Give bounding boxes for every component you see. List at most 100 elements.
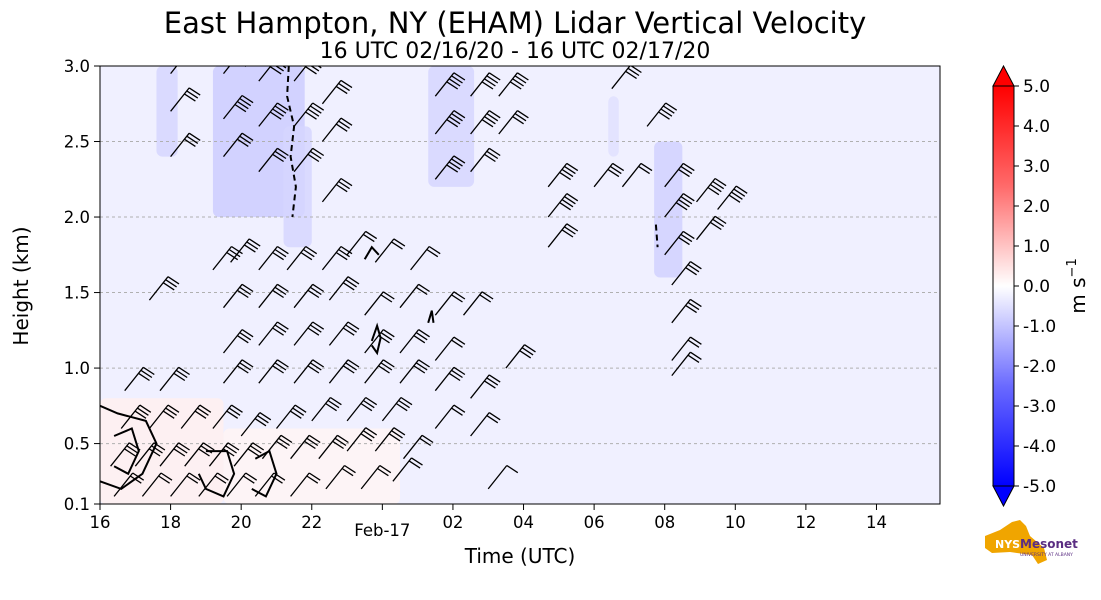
wind-barb-105: [325, 464, 356, 490]
wind-barb-72: [399, 359, 430, 384]
wind-barb-13: [321, 117, 353, 142]
wind-barb-59: [293, 321, 325, 346]
wind-barb-84: [434, 404, 466, 429]
wind-barb-98: [113, 472, 145, 497]
wind-barb-6: [258, 66, 287, 82]
velocity-region-2: [283, 126, 312, 248]
ny-state-icon: [985, 520, 1047, 564]
wind-barb-79: [240, 412, 272, 437]
wind-barb-51: [293, 283, 325, 309]
wind-barb-70: [328, 359, 360, 384]
wind-barb-99: [141, 472, 173, 497]
y-tick-label-1: 0.5: [64, 435, 90, 454]
wind-barb-15: [434, 72, 466, 97]
wind-barb-22: [498, 110, 529, 135]
colorbar-tick-label-6: -1.0: [1023, 317, 1056, 337]
contour-8: [363, 245, 380, 260]
logo-university-text: UNIVERSITY AT ALBANY: [1020, 552, 1073, 558]
wind-barb-12: [321, 79, 353, 105]
contour-1: [654, 224, 659, 248]
contour-0: [286, 66, 297, 218]
nys-mesonet-logo: NYS Mesonet UNIVERSITY AT ALBANY: [985, 520, 1078, 564]
wind-barb-71: [364, 359, 395, 384]
wind-barb-23: [611, 66, 642, 90]
wind-barb-42: [230, 238, 261, 263]
wind-barb-57: [222, 329, 254, 354]
wind-barb-62: [399, 329, 430, 354]
wind-barb-88: [159, 442, 190, 467]
wind-barb-30: [664, 162, 695, 188]
y-tick-label-5: 2.5: [64, 133, 90, 152]
wind-barb-17: [434, 155, 466, 180]
wind-barb-100: [170, 472, 201, 497]
wind-barb-26: [547, 193, 579, 218]
wind-barb-75: [120, 404, 152, 429]
wind-barb-37: [671, 298, 702, 324]
wind-barb-20: [470, 147, 501, 173]
contour-5: [113, 427, 140, 476]
colorbar-tick-label-10: -5.0: [1023, 477, 1056, 497]
contour-4: [100, 404, 158, 491]
wind-barb-106: [360, 464, 392, 490]
x-tick-label-4: Feb-17: [354, 521, 410, 540]
wind-barb-108: [487, 464, 519, 490]
velocity-region-6: [100, 398, 224, 504]
contour-3: [427, 310, 435, 324]
y-tick-label-6: 3.0: [64, 57, 90, 76]
y-tick-label-3: 1.5: [64, 284, 90, 303]
wind-barb-92: [261, 434, 293, 460]
wind-barb-76: [148, 404, 180, 429]
colorbar-tick-label-8: -3.0: [1023, 397, 1056, 417]
wind-barb-2: [170, 132, 201, 158]
colorbar-tick-label-4: 1.0: [1023, 237, 1050, 257]
wind-barb-96: [374, 427, 406, 452]
wind-barb-47: [374, 238, 406, 263]
colorbar: 5.0 4.0 3.0 2.0 1.0 0.0 -1.0 -2.0 -3.0 -4.0 -5.0 m…: [992, 64, 1090, 508]
x-axis-ticks: 16 18 20 22 Feb-17 02 04 06 08 10 12 14: [90, 504, 887, 540]
wind-barb-21: [498, 72, 529, 97]
x-tick-label-10: 12: [795, 513, 816, 532]
wind-barb-16: [434, 110, 466, 135]
wind-barb-5: [222, 132, 254, 158]
wind-barb-54: [399, 283, 430, 309]
wind-barb-102: [226, 472, 258, 497]
wind-barb-60: [328, 321, 360, 346]
wind-barb-11: [293, 147, 325, 173]
wind-barb-103: [254, 472, 286, 497]
wind-barb-31: [664, 193, 695, 218]
velocity-region-3: [428, 66, 475, 187]
wind-barb-41: [212, 245, 243, 271]
wind-barb-10: [293, 102, 325, 127]
wind-barb-107: [392, 457, 423, 482]
colorbar-label: m s−1: [1065, 258, 1090, 313]
y-tick-label-4: 2.0: [64, 208, 90, 227]
wind-barb-9: [293, 66, 322, 82]
colorbar-extend-max: [992, 64, 1015, 87]
wind-barb-77: [180, 404, 212, 429]
wind-barb-48: [410, 245, 441, 271]
wind-barb-74: [470, 374, 501, 399]
wind-barb-33: [695, 177, 727, 203]
colorbar-gradient: [993, 86, 1014, 486]
wind-barb-65: [124, 366, 155, 392]
wind-barb-67: [222, 359, 254, 384]
wind-barb-78: [212, 404, 243, 429]
wind-barb-73: [434, 366, 466, 392]
wind-barb-18: [470, 72, 501, 97]
wind-barb-46: [346, 230, 378, 256]
wind-barb-86: [110, 442, 141, 467]
wind-barb-81: [311, 396, 342, 422]
logo-mesonet-text: Mesonet: [1020, 537, 1078, 551]
wind-barb-53: [364, 291, 395, 316]
y-tick-label-0: 0.1: [64, 495, 90, 514]
wind-barb-1: [170, 87, 201, 112]
contours: [100, 66, 659, 498]
x-tick-label-8: 08: [654, 513, 675, 532]
wind-barb-43: [258, 245, 289, 271]
wind-barb-101: [198, 472, 229, 497]
wind-barb-39: [671, 351, 702, 377]
wind-barb-97: [402, 434, 434, 460]
x-tick-label-5: 02: [442, 513, 463, 532]
x-axis-label: Time (UTC): [464, 544, 576, 568]
